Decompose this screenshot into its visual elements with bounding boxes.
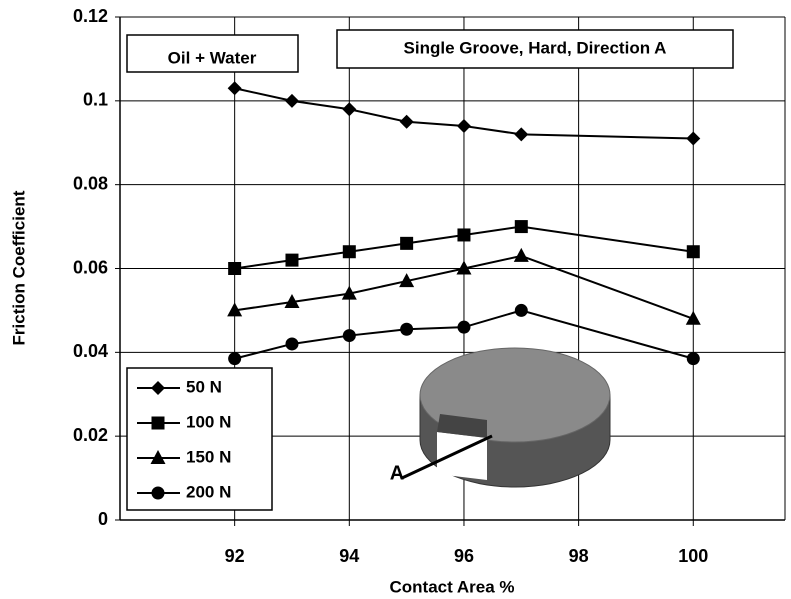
y-tick-label: 0.04	[73, 341, 108, 361]
marker	[514, 127, 529, 142]
marker	[228, 352, 242, 366]
marker	[685, 310, 701, 325]
legend-box	[126, 367, 273, 511]
x-tick-label: 94	[339, 546, 359, 566]
marker	[686, 352, 700, 366]
marker	[399, 273, 415, 288]
legend-label: 200 N	[186, 482, 231, 501]
y-tick-label: 0.08	[73, 173, 108, 193]
legend-label: 150 N	[186, 447, 231, 466]
annotation-clip: Oil + Water	[168, 48, 257, 67]
annotation: Single Groove, Hard, Direction A	[404, 38, 667, 57]
legend-label: 100 N	[186, 412, 231, 431]
marker	[456, 260, 472, 275]
legend-marker	[151, 416, 165, 430]
y-tick-label: 0	[98, 509, 108, 529]
annotation: Oil + Water	[168, 48, 257, 67]
y-tick-label: 0.06	[73, 257, 108, 277]
marker	[686, 131, 701, 146]
marker	[341, 285, 357, 300]
legend-marker	[151, 381, 165, 395]
marker	[285, 253, 299, 267]
marker	[284, 93, 299, 108]
marker	[456, 118, 471, 133]
annotation-box	[126, 34, 299, 73]
marker	[457, 320, 471, 334]
marker	[227, 81, 242, 96]
marker	[227, 302, 243, 317]
marker	[513, 247, 529, 262]
legend-label: 50 N	[186, 377, 222, 396]
marker	[400, 322, 414, 336]
legend-marker	[151, 486, 165, 500]
x-axis-title: Contact Area %	[389, 577, 514, 596]
marker	[342, 102, 357, 117]
x-tick-label: 98	[569, 546, 589, 566]
disk-illustration	[401, 347, 611, 488]
y-tick-label: 0.02	[73, 425, 108, 445]
marker	[228, 262, 242, 275]
marker	[342, 329, 356, 343]
x-tick-label: 96	[454, 546, 474, 566]
annotation-box	[336, 29, 734, 69]
y-axis-title: Friction Coefficient	[9, 190, 28, 345]
marker	[285, 337, 299, 351]
marker	[686, 245, 700, 259]
marker	[457, 228, 471, 242]
y-tick-label: 0.12	[73, 6, 108, 26]
marker	[399, 114, 414, 129]
marker	[342, 245, 356, 259]
marker	[514, 303, 528, 317]
marker	[284, 294, 300, 309]
marker	[514, 220, 528, 234]
x-tick-label: 92	[225, 546, 245, 566]
x-tick-label: 100	[678, 546, 708, 566]
y-tick-label: 0.1	[83, 90, 108, 110]
marker	[400, 236, 414, 250]
legend-marker	[150, 450, 166, 464]
annotation: A	[390, 462, 404, 484]
